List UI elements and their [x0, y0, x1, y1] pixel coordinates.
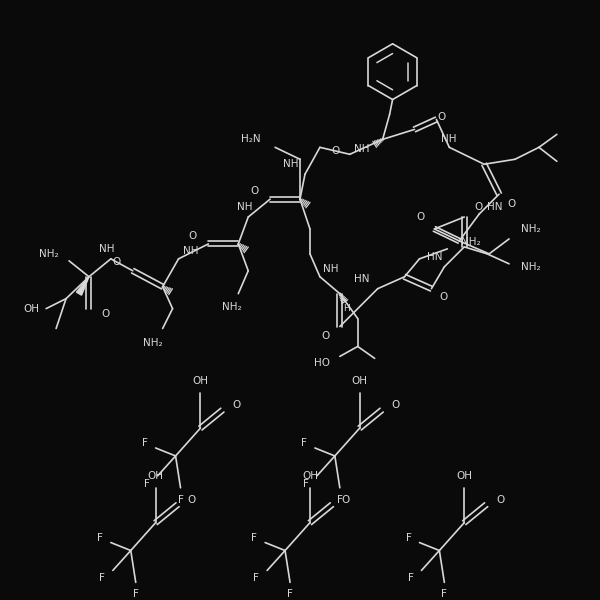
Text: F: F [301, 438, 307, 448]
Text: OH: OH [352, 376, 368, 386]
Text: F: F [97, 533, 103, 542]
Text: HN: HN [487, 202, 503, 212]
Text: OH: OH [302, 471, 318, 481]
Text: O: O [250, 186, 258, 196]
Text: NH: NH [323, 264, 338, 274]
Text: OH: OH [456, 471, 472, 481]
Text: F: F [142, 438, 148, 448]
Text: NH: NH [100, 244, 115, 254]
Text: O: O [342, 495, 350, 505]
Text: O: O [437, 112, 446, 122]
Text: NH: NH [354, 145, 370, 154]
Text: O: O [101, 308, 109, 319]
Text: F: F [442, 589, 447, 599]
Text: F: F [303, 479, 309, 489]
Text: O: O [322, 331, 330, 341]
Text: H₂N: H₂N [241, 134, 260, 145]
Text: NH: NH [440, 134, 456, 145]
Text: F: F [251, 533, 257, 542]
Text: O: O [439, 292, 448, 302]
Text: OH: OH [23, 304, 39, 314]
Text: O: O [496, 495, 505, 505]
Text: O: O [416, 212, 424, 222]
Text: F: F [407, 574, 413, 583]
Text: NH₂: NH₂ [40, 249, 59, 259]
Text: NH: NH [238, 202, 253, 212]
Text: O: O [332, 146, 340, 157]
Text: O: O [113, 257, 121, 267]
Text: NH₂: NH₂ [521, 224, 541, 234]
Text: HN: HN [427, 252, 442, 262]
Text: HO: HO [314, 358, 330, 368]
Text: NH₂: NH₂ [521, 262, 541, 272]
Text: O: O [507, 199, 515, 209]
Text: F: F [99, 574, 105, 583]
Text: OH: OH [193, 376, 208, 386]
Text: F: F [406, 533, 412, 542]
Text: NH: NH [182, 246, 198, 256]
Text: NH₂: NH₂ [143, 338, 163, 349]
Text: F: F [133, 589, 139, 599]
Text: NH₂: NH₂ [223, 302, 242, 311]
Text: O: O [188, 231, 196, 241]
Text: O: O [232, 400, 241, 410]
Text: F: F [253, 574, 259, 583]
Text: NH₂: NH₂ [461, 237, 481, 247]
Text: F: F [337, 495, 343, 505]
Polygon shape [76, 277, 89, 295]
Text: F: F [178, 495, 184, 505]
Text: NH: NH [283, 159, 298, 169]
Text: H: H [343, 304, 350, 313]
Text: F: F [287, 589, 293, 599]
Text: O: O [188, 495, 196, 505]
Text: OH: OH [148, 471, 164, 481]
Text: O: O [392, 400, 400, 410]
Text: HN: HN [354, 274, 370, 284]
Text: F: F [144, 479, 149, 489]
Text: O: O [474, 202, 482, 212]
